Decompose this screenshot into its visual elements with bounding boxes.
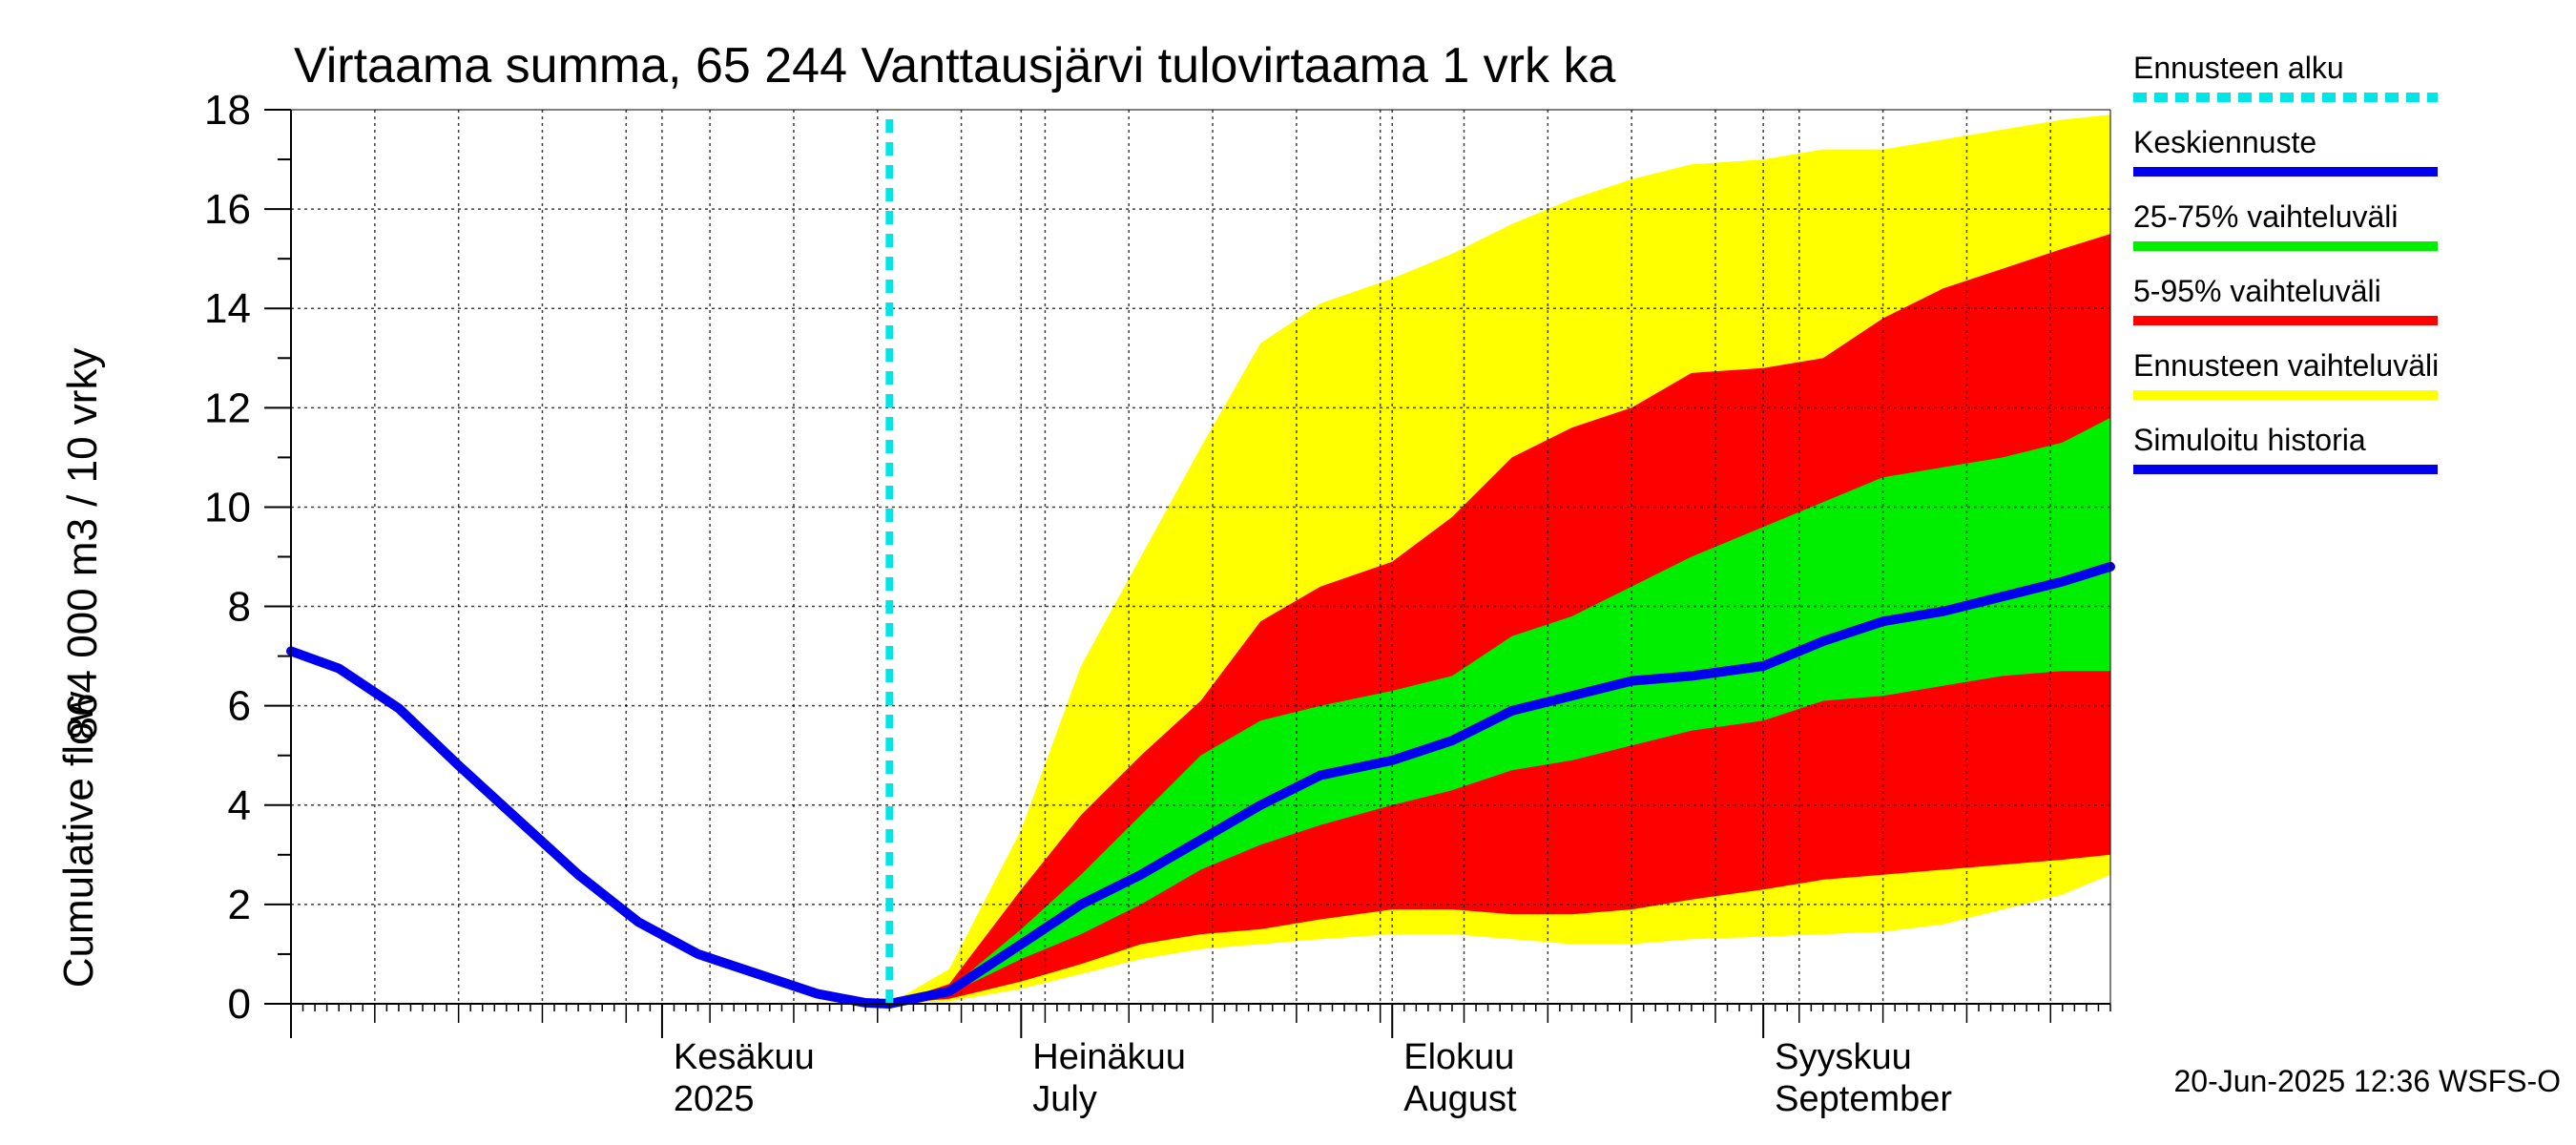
y-tick-label: 2 xyxy=(228,882,251,928)
y-tick-label: 12 xyxy=(204,385,251,431)
median-forecast-line xyxy=(884,561,2115,1009)
legend-entry-label: Keskiennuste xyxy=(2133,125,2316,159)
y-tick-label: 0 xyxy=(228,981,251,1028)
x-month-label: Syyskuu xyxy=(1775,1037,1912,1077)
y-tick-label: 14 xyxy=(204,285,251,332)
history-line xyxy=(286,646,895,1009)
legend-entry-label: Ennusteen alku xyxy=(2133,51,2344,85)
legend-entry-label: Ennusteen vaihteluväli xyxy=(2133,348,2439,383)
series-lines xyxy=(286,119,2115,1009)
y-tick-label: 4 xyxy=(228,782,251,829)
y-tick-label: 16 xyxy=(204,186,251,233)
x-month-sublabel: July xyxy=(1032,1079,1097,1119)
y-tick-labels: 0 2 4 6 8 10 12 14 16 18 xyxy=(204,87,251,1028)
legend-entry-label: Simuloitu historia xyxy=(2133,423,2366,457)
chart-title: Virtaama summa, 65 244 Vanttausjärvi tul… xyxy=(294,38,1615,94)
legend-entry-label: 5-95% vaihteluväli xyxy=(2133,274,2381,308)
y-axis-label-units: 864 000 m3 / 10 vrky xyxy=(59,348,106,740)
grid-lines xyxy=(290,110,2110,1004)
x-month-label: Elokuu xyxy=(1403,1037,1514,1077)
forecast-bands xyxy=(889,114,2110,1005)
y-axis-label-title: Cumulative flow xyxy=(55,692,102,989)
x-month-sublabel: 2025 xyxy=(674,1079,755,1119)
y-tick-label: 10 xyxy=(204,484,251,531)
x-month-label: Heinäkuu xyxy=(1032,1037,1186,1077)
y-tick-label: 6 xyxy=(228,683,251,730)
band-25-75 xyxy=(889,417,2110,1004)
axes xyxy=(264,109,2111,1038)
footer-timestamp: 20-Jun-2025 12:36 WSFS-O xyxy=(2173,1064,2561,1098)
x-month-label: Kesäkuu xyxy=(674,1037,815,1077)
x-month-sublabel: September xyxy=(1775,1079,1952,1119)
x-month-sublabel: August xyxy=(1403,1079,1517,1119)
y-tick-label: 8 xyxy=(228,584,251,631)
legend-entry-label: 25-75% vaihteluväli xyxy=(2133,199,2399,234)
y-tick-label: 18 xyxy=(204,87,251,134)
legend: Ennusteen alku Keskiennuste 25-75% vaihtel… xyxy=(2133,51,2439,474)
